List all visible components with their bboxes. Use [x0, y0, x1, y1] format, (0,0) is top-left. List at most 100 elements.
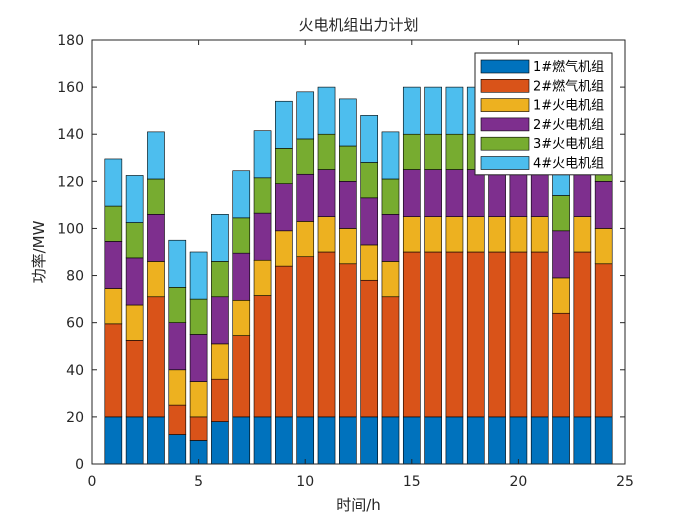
bar-segment — [381, 261, 400, 298]
bar-segment — [189, 251, 208, 300]
bar-segment — [339, 98, 357, 147]
bar-segment — [189, 334, 208, 382]
bar-segment — [296, 138, 315, 175]
bar-segment — [381, 178, 400, 215]
bar-segment — [296, 416, 315, 465]
bar-segment — [125, 222, 144, 259]
bar-segment — [232, 335, 251, 418]
bar-segment — [573, 416, 592, 465]
y-tick-label: 80 — [66, 269, 84, 285]
bar-segment — [275, 100, 293, 149]
bar-segment — [147, 416, 165, 465]
bar-segment — [253, 212, 272, 261]
bar-segment — [296, 173, 315, 222]
axes-group: 0 5 10 15 20 25 0 20 40 60 80 100 120 140 160 180 — [57, 33, 634, 490]
x-tick-label: 15 — [403, 474, 421, 490]
bar-segment — [424, 416, 442, 465]
bar-segment — [317, 416, 336, 465]
y-tick-label: 60 — [66, 316, 84, 332]
bar-segment — [339, 263, 357, 418]
bar-segment — [147, 178, 165, 215]
bar-segment — [466, 251, 485, 418]
legend-swatch — [480, 117, 530, 132]
legend-swatch — [480, 79, 530, 93]
bar-segment — [168, 322, 187, 371]
y-tick-label: 140 — [57, 127, 84, 143]
bar-segment — [211, 214, 229, 262]
bar-segment — [104, 323, 123, 418]
bar-segment — [232, 170, 251, 219]
axes-box — [91, 39, 626, 465]
bar-segment — [104, 205, 123, 242]
bar-segment — [402, 416, 421, 465]
bar-segment — [552, 195, 570, 232]
bar-segment — [573, 216, 592, 253]
bars-group — [104, 86, 613, 465]
bar-segment — [232, 299, 251, 336]
y-tick-label: 160 — [57, 80, 84, 96]
bar-segment — [275, 230, 293, 267]
bar-segment — [211, 378, 229, 422]
bar-segment — [445, 169, 464, 217]
y-tick-label: 100 — [57, 221, 84, 237]
bar-segment — [104, 158, 123, 207]
bar-segment — [189, 381, 208, 418]
x-tick-label: 0 — [88, 474, 97, 490]
bar-segment — [317, 251, 336, 418]
bar-segment — [317, 216, 336, 253]
bar-segment — [381, 214, 400, 262]
bar-segment — [211, 261, 229, 298]
bar-segment — [552, 416, 570, 465]
bar-segment — [232, 416, 251, 465]
bar-segment — [189, 416, 208, 441]
bar-segment — [253, 177, 272, 214]
legend-label: 1#火电机组 — [533, 99, 604, 114]
bar-segment — [296, 91, 315, 140]
bar-segment — [339, 181, 357, 229]
bar-segment — [125, 304, 144, 341]
bar-segment — [125, 175, 144, 223]
x-tick-label: 5 — [194, 474, 203, 490]
bar-segment — [317, 169, 336, 217]
bar-segment — [445, 416, 464, 465]
x-tick-label: 25 — [616, 474, 634, 490]
bar-segment — [189, 298, 208, 335]
bar-segment — [402, 251, 421, 418]
y-tick-label: 40 — [66, 363, 84, 379]
bar-segment — [147, 261, 165, 298]
bar-segment — [275, 148, 293, 184]
bar-segment — [445, 216, 464, 253]
legend-box — [474, 52, 613, 176]
bar-segment — [466, 416, 485, 465]
bar-segment — [125, 416, 144, 465]
y-tick-label: 120 — [57, 174, 84, 190]
bar-segment — [402, 216, 421, 253]
bar-segment — [232, 252, 251, 301]
y-axis-title: 功率/MW — [30, 220, 48, 283]
bar-segment — [317, 133, 336, 170]
bar-segment — [147, 131, 165, 180]
bar-segment — [530, 169, 549, 217]
bar-segment — [573, 169, 592, 217]
bar-segment — [381, 296, 400, 418]
bar-segment — [424, 133, 442, 170]
bar-segment — [211, 343, 229, 380]
bar-segment — [339, 228, 357, 265]
legend-swatch — [480, 59, 530, 74]
bar-segment — [466, 169, 485, 217]
bar-segment — [360, 197, 378, 246]
bar-segment — [360, 416, 378, 465]
y-tick-label: 20 — [66, 410, 84, 426]
bar-segment — [360, 162, 378, 199]
bar-segment — [253, 295, 272, 418]
bar-segment — [424, 251, 442, 418]
bar-segment — [594, 228, 613, 265]
bar-segment — [488, 416, 506, 465]
bar-segment — [402, 133, 421, 170]
bar-segment — [147, 296, 165, 418]
legend-label: 4#火电机组 — [533, 157, 604, 172]
bar-segment — [381, 131, 400, 180]
legend-label: 2#火电机组 — [533, 118, 604, 133]
x-tick-label: 10 — [296, 474, 314, 490]
bar-segment — [509, 169, 528, 217]
